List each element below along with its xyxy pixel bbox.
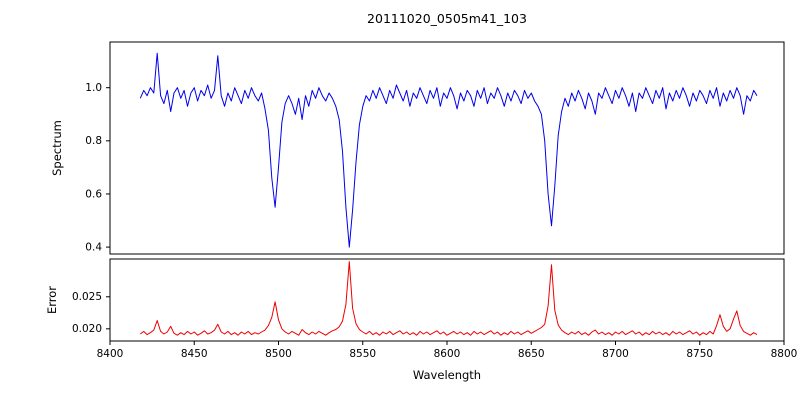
x-tick-label: 8400 <box>97 348 124 360</box>
x-tick-label: 8700 <box>602 348 629 360</box>
y-tick-label: 0.8 <box>85 135 102 147</box>
y-tick-label: 0.6 <box>85 188 102 200</box>
panel-border <box>109 41 785 255</box>
y-tick-label: 0.025 <box>72 291 102 303</box>
x-tick-label: 8600 <box>434 348 461 360</box>
spectrum-line <box>139 52 758 248</box>
x-tick-label: 8500 <box>265 348 292 360</box>
x-tick-label: 8450 <box>181 348 208 360</box>
x-tick-label: 8750 <box>686 348 713 360</box>
panel-border <box>109 258 785 342</box>
x-tick-label: 8800 <box>771 348 798 360</box>
x-tick-label: 8650 <box>518 348 545 360</box>
y-tick-label: 0.020 <box>72 323 102 335</box>
figure-title: 20111020_0505m41_103 <box>367 11 527 26</box>
y-tick-label: 1.0 <box>85 82 102 94</box>
wavelength-axis-label: Wavelength <box>412 368 482 382</box>
y-tick-label: 0.4 <box>85 241 102 253</box>
x-tick-label: 8550 <box>349 348 376 360</box>
error-line <box>139 261 758 336</box>
